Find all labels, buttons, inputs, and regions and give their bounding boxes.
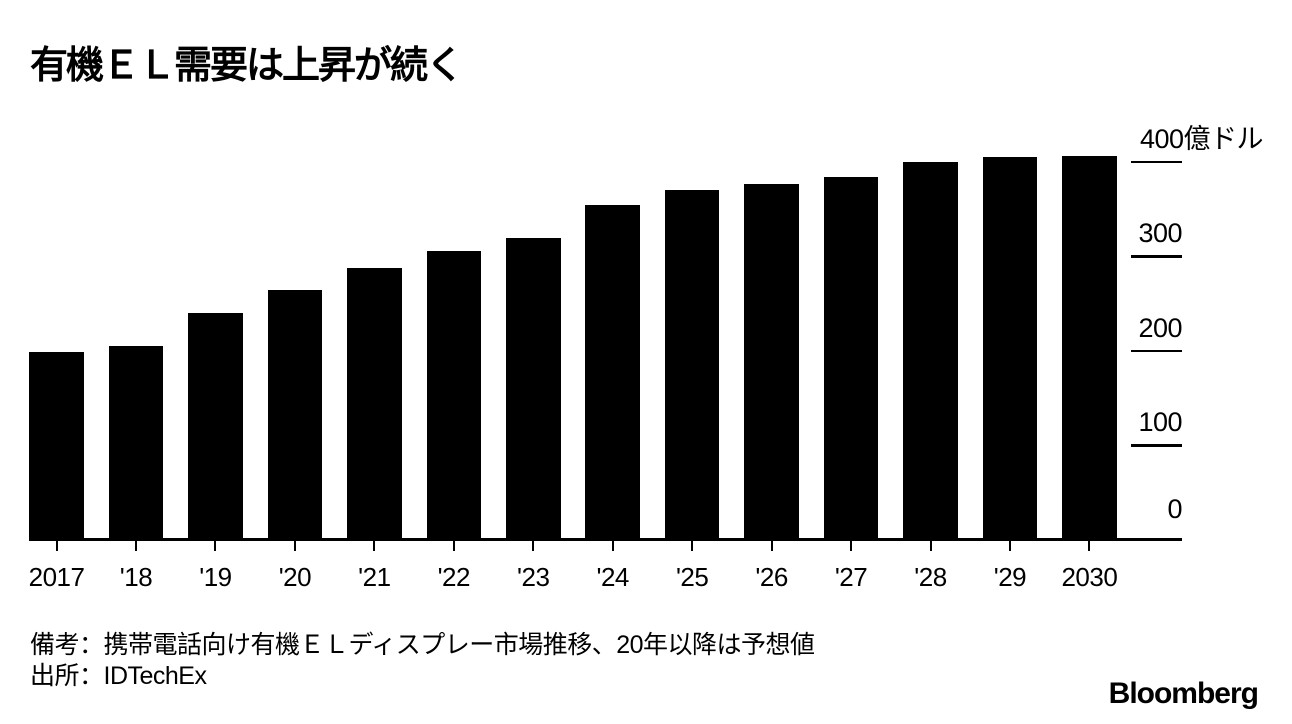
x-axis-tick xyxy=(850,540,853,551)
y-axis-tick-dash xyxy=(1131,349,1182,353)
page-title: 有機ＥＬ需要は上昇が続く xyxy=(30,45,464,87)
x-axis-label: '29 xyxy=(993,562,1027,592)
y-axis-tick-dash xyxy=(1131,255,1182,258)
x-axis-label: '20 xyxy=(278,562,312,592)
y-axis-tick-label: 0 xyxy=(1167,494,1182,524)
x-axis-label: '18 xyxy=(119,562,153,592)
bar-18 xyxy=(108,346,164,540)
x-axis-tick xyxy=(611,540,614,551)
y-axis-tick-label: 100 xyxy=(1138,407,1182,437)
x-axis-tick xyxy=(532,540,535,551)
x-axis-tick xyxy=(1008,540,1011,551)
bar-27 xyxy=(823,177,879,540)
x-axis-label: '19 xyxy=(199,562,232,592)
x-axis-tick xyxy=(293,540,296,551)
bar-21 xyxy=(347,267,402,540)
x-axis-label: '28 xyxy=(914,562,947,592)
bar-2030 xyxy=(1062,156,1117,540)
x-axis-tick xyxy=(691,540,694,551)
x-axis-tick xyxy=(214,540,217,551)
x-axis-label: '25 xyxy=(675,562,709,592)
x-axis-tick xyxy=(452,540,455,551)
x-axis-label: '22 xyxy=(437,562,471,592)
x-axis-tick xyxy=(373,540,376,551)
x-axis-label: 2030 xyxy=(1061,562,1118,592)
bar-19 xyxy=(188,313,243,540)
y-axis-tick-label: 200 xyxy=(1138,312,1182,343)
y-axis-tick-label: 400億ドル xyxy=(1139,123,1264,154)
x-axis-label: '21 xyxy=(358,562,391,592)
x-axis-tick xyxy=(929,540,932,551)
x-axis-label: '27 xyxy=(834,562,868,592)
x-axis-tick xyxy=(1088,540,1091,551)
y-axis-tick-dash xyxy=(1131,160,1182,164)
bar-28 xyxy=(903,162,958,540)
x-axis-line xyxy=(29,538,1182,541)
bar-22 xyxy=(426,250,482,540)
bar-24 xyxy=(585,205,640,540)
x-axis-tick xyxy=(55,540,58,551)
x-axis-tick xyxy=(770,540,773,551)
bar-25 xyxy=(664,190,720,540)
bar-29 xyxy=(982,157,1038,540)
footnote-note: 備考：携帯電話向け有機ＥＬディスプレー市場推移、20年以降は予想値 xyxy=(30,631,815,659)
bar-2017 xyxy=(29,351,84,540)
x-axis-label: '24 xyxy=(596,562,629,592)
y-axis-tick-label: 300 xyxy=(1138,218,1182,248)
footnotes: 備考：携帯電話向け有機ＥＬディスプレー市場推移、20年以降は予想値 出所：IDT… xyxy=(30,630,815,692)
x-axis-tick xyxy=(135,540,137,551)
bar-20 xyxy=(267,289,323,540)
bloomberg-logo: Bloomberg xyxy=(1108,677,1259,710)
bar-26 xyxy=(744,183,799,540)
footnote-source: 出所：IDTechEx xyxy=(30,662,207,690)
bar-23 xyxy=(506,237,561,540)
y-axis-tick-dash xyxy=(1131,444,1182,447)
x-axis-label: '26 xyxy=(755,562,788,592)
x-axis-label: '23 xyxy=(517,562,550,592)
x-axis-label: 2017 xyxy=(28,562,85,592)
